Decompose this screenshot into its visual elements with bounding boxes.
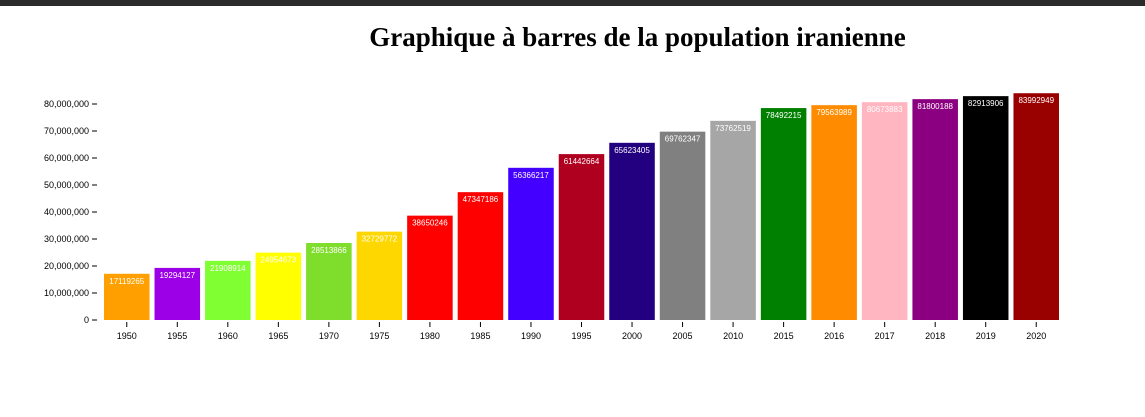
bar-data-label: 78492215: [766, 111, 802, 120]
bar-data-label: 38650246: [412, 219, 448, 228]
top-bar: [0, 0, 1145, 6]
y-tick-label: 60,000,000: [44, 153, 89, 163]
bar: [962, 96, 1009, 321]
bar-data-label: 81800188: [917, 102, 953, 111]
x-tick-label: 2000: [622, 331, 642, 341]
x-tick-label: 2016: [824, 331, 844, 341]
bar: [356, 231, 403, 320]
bar: [205, 260, 251, 320]
chart-title: Graphique à barres de la population iran…: [369, 22, 906, 52]
x-tick-label: 1990: [521, 331, 541, 341]
x-axis: 1950 1955 1960 1965 1970 1975 1980 1985 1990 1995…: [117, 322, 1046, 341]
y-tick-label: 50,000,000: [44, 180, 89, 190]
bar: [1013, 93, 1059, 320]
bar: [407, 215, 453, 320]
x-tick-label: 1980: [420, 331, 440, 341]
x-tick-label: 1975: [369, 331, 389, 341]
bar: [659, 131, 706, 320]
x-tick-label: 2015: [774, 331, 794, 341]
bar: [255, 252, 302, 320]
x-tick-label: 1960: [218, 331, 238, 341]
x-tick-label: 1965: [268, 331, 288, 341]
bar-data-label: 21908914: [210, 264, 246, 273]
y-tick-label: 10,000,000: [44, 288, 89, 298]
bar-data-label: 17119265: [109, 277, 145, 286]
x-tick-label: 2010: [723, 331, 743, 341]
bar-data-label: 83992949: [1018, 96, 1054, 105]
x-tick-label: 2018: [925, 331, 945, 341]
x-tick-label: 2020: [1026, 331, 1046, 341]
bar: [760, 108, 807, 321]
bar-data-label: 73762519: [715, 124, 751, 133]
y-tick-label: 80,000,000: [44, 99, 89, 109]
y-tick-label: 40,000,000: [44, 207, 89, 217]
x-tick-label: 1955: [167, 331, 187, 341]
bar: [154, 267, 201, 320]
x-tick-label: 1985: [470, 331, 490, 341]
bar: [558, 154, 605, 320]
x-tick-label: 1970: [319, 331, 339, 341]
bar: [710, 120, 756, 320]
bar: [508, 167, 554, 320]
x-tick-label: 2017: [875, 331, 895, 341]
bar-data-label: 65623405: [614, 146, 650, 155]
bar-data-label: 80673883: [867, 105, 903, 114]
bar-data-label: 47347186: [463, 195, 499, 204]
bar-data-label: 69762347: [665, 135, 701, 144]
bar-data-label: 56366217: [513, 171, 549, 180]
x-tick-label: 2005: [673, 331, 693, 341]
y-axis: 0 10,000,000 20,000,000 30,000,000 40,000,00…: [44, 99, 97, 325]
bar: [811, 105, 857, 320]
y-tick-label: 30,000,000: [44, 234, 89, 244]
bar-data-label: 19294127: [159, 271, 195, 280]
y-tick-label: 70,000,000: [44, 126, 89, 136]
bar-data-label: 32729772: [362, 235, 398, 244]
bar: [457, 192, 504, 320]
y-tick-label: 0: [84, 315, 89, 325]
x-tick-label: 1950: [117, 331, 137, 341]
x-tick-label: 2019: [976, 331, 996, 341]
bar: [104, 273, 150, 320]
y-tick-label: 20,000,000: [44, 261, 89, 271]
bar: [861, 102, 908, 321]
bar-data-label: 61442664: [564, 157, 600, 166]
x-tick-label: 1995: [571, 331, 591, 341]
bar: [912, 99, 958, 320]
bars: 17119265 19294127 21908914 24954673 28513866…: [104, 93, 1059, 321]
bar-data-label: 24954673: [261, 256, 297, 265]
bar-data-label: 82913906: [968, 99, 1004, 108]
bar: [306, 243, 352, 320]
bar-data-label: 79563989: [816, 108, 852, 117]
bar: [609, 142, 655, 320]
bar-data-label: 28513866: [311, 246, 347, 255]
